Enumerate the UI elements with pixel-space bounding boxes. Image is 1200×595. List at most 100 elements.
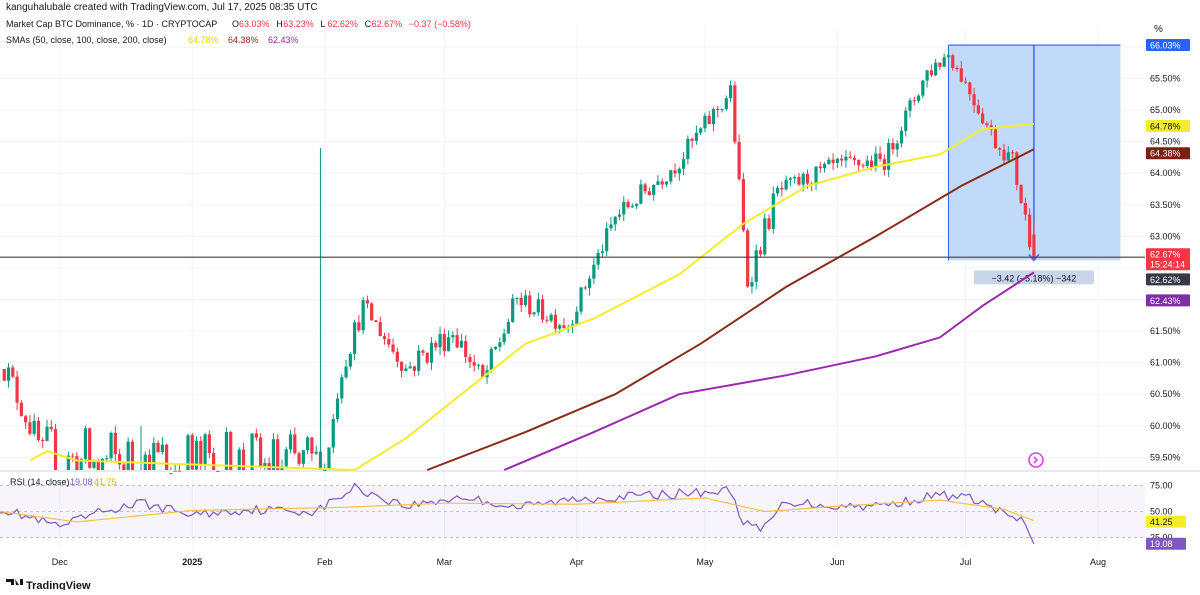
candle-body (878, 153, 882, 160)
price-tag-label: 15:24:14 (1150, 260, 1185, 270)
candle-body (780, 187, 784, 190)
candle-body (36, 420, 41, 441)
candle-body (254, 433, 258, 438)
candle-body (622, 201, 626, 215)
candle-body (288, 434, 293, 450)
candle-body (276, 439, 280, 470)
price-tag (1146, 119, 1190, 132)
price-axis[interactable]: 65.50% 65.00% 64.50% 64.00% 63.50% 63.00% 61.5… (1146, 39, 1190, 550)
candle-body (694, 132, 698, 141)
price-tick-label: 65.50% (1150, 74, 1181, 84)
candle-body (1032, 234, 1036, 258)
rsi-tick-label: 50.00 (1150, 507, 1173, 517)
candle-body (1010, 152, 1015, 154)
rsi-pane (0, 482, 1145, 544)
candle-body (425, 352, 429, 363)
tradingview-logo[interactable]: TradingView (6, 579, 91, 592)
candle-body (118, 454, 122, 465)
alert-clock-icon[interactable] (1028, 452, 1044, 468)
candle-body (771, 193, 775, 229)
candle-body (382, 336, 387, 340)
candle-body (746, 230, 750, 287)
candle-body (417, 350, 421, 371)
candle-body (323, 469, 327, 471)
candle-body (327, 447, 331, 470)
candle-body (720, 109, 724, 111)
candle-body (797, 177, 801, 185)
candle-body (711, 108, 716, 125)
candle-body (224, 431, 229, 470)
candle-body (784, 179, 788, 190)
candle-body (874, 153, 878, 168)
candle-body (113, 432, 117, 455)
candle-body (271, 439, 276, 470)
candle-body (28, 422, 32, 434)
candle-body (600, 251, 605, 253)
candle-body (805, 173, 810, 184)
candle-body (587, 278, 592, 289)
price-tag-label: 64.38% (1150, 149, 1181, 159)
candle-body (250, 433, 254, 470)
candle-body (353, 322, 357, 354)
time-tick-label: May (696, 557, 714, 567)
candle-body (639, 184, 643, 204)
candle-body (822, 163, 827, 169)
candle-body (498, 342, 502, 347)
candle-body (831, 159, 835, 163)
price-tick-label: 64.50% (1150, 137, 1181, 147)
candle-body (75, 456, 79, 470)
candle-body (634, 203, 639, 207)
price-tag-label: 64.78% (1150, 121, 1181, 131)
candle-body (365, 300, 370, 304)
candle-body (818, 166, 822, 169)
candle-body (169, 473, 173, 475)
candle-body (310, 437, 314, 454)
candle-body (899, 130, 904, 144)
candle-body (617, 214, 622, 217)
price-tag-label: 62.67% (1150, 250, 1181, 260)
candle-body (801, 173, 805, 185)
candle-body (455, 335, 459, 348)
candle-body (344, 366, 348, 378)
candle-body (165, 444, 169, 470)
candle-body (972, 94, 976, 106)
candle-body (951, 55, 955, 69)
candle-body (942, 57, 946, 67)
candle-body (374, 320, 378, 323)
candle-body (186, 435, 190, 470)
candle-body (109, 432, 113, 459)
candle-body (955, 68, 959, 70)
candle-body (293, 434, 297, 454)
candle-body (88, 428, 92, 468)
candle-body (229, 431, 233, 470)
candle-body (53, 429, 58, 470)
candle-body (400, 361, 404, 371)
candle-body (11, 367, 15, 377)
price-tag (1146, 248, 1190, 261)
time-tick-label: Apr (570, 557, 584, 567)
candle-body (981, 113, 985, 124)
candle-body (357, 322, 361, 331)
sma-line-1 (29, 123, 1034, 472)
measure-tool[interactable]: −3.42 (−5.18%) −342 (947, 44, 1121, 285)
candle-body (724, 98, 728, 110)
candle-body (887, 143, 891, 170)
candle-body (848, 156, 852, 158)
candle-body (199, 440, 203, 466)
candle-body (536, 299, 540, 313)
candle-body (835, 158, 839, 163)
time-axis[interactable]: Dec 2025 Feb Mar Apr May Jun Jul Aug (52, 557, 1106, 567)
candle-body (908, 100, 912, 111)
price-tick-label: 59.50% (1150, 452, 1181, 462)
ohlc-key: O (232, 19, 239, 29)
candle-body (284, 449, 288, 467)
candle-body (207, 434, 211, 454)
time-tick-label: Jul (960, 557, 972, 567)
candle-body (647, 191, 652, 195)
candle-body (558, 325, 562, 329)
candle-body (775, 187, 780, 194)
candle-body (71, 455, 75, 457)
price-tick-label: 60.00% (1150, 421, 1181, 431)
candle-body (592, 264, 596, 279)
